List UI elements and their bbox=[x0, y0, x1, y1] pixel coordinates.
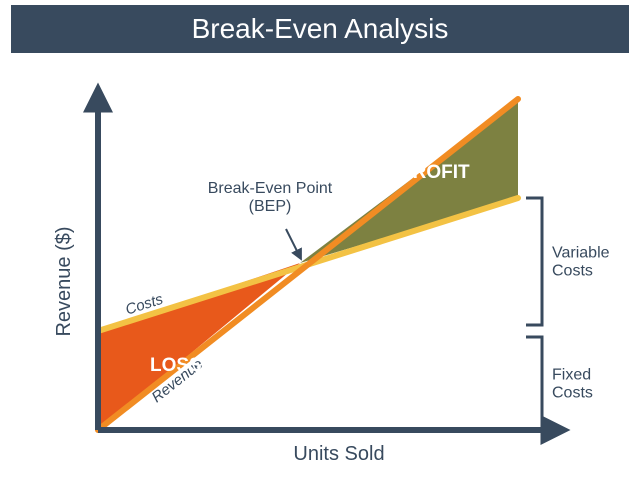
variable-costs-label: VariableCosts bbox=[552, 245, 610, 280]
variable-costs-bracket bbox=[526, 198, 542, 325]
loss-label: LOSS bbox=[150, 355, 202, 376]
title-bar: Break-Even Analysis bbox=[11, 5, 629, 53]
page-title: Break-Even Analysis bbox=[192, 5, 449, 53]
x-axis-label: Units Sold bbox=[293, 443, 384, 465]
revenue-line bbox=[98, 99, 518, 430]
bep-label: Break-Even Point(BEP) bbox=[208, 180, 333, 215]
y-axis-label: Revenue ($) bbox=[53, 226, 75, 336]
fixed-costs-label: FixedCosts bbox=[552, 367, 593, 402]
profit-label: PROFIT bbox=[400, 162, 470, 183]
fixed-costs-bracket bbox=[526, 337, 542, 430]
bep-arrow bbox=[286, 229, 300, 257]
break-even-chart: Units SoldRevenue ($)CostsRevenueLOSSPRO… bbox=[0, 53, 640, 500]
